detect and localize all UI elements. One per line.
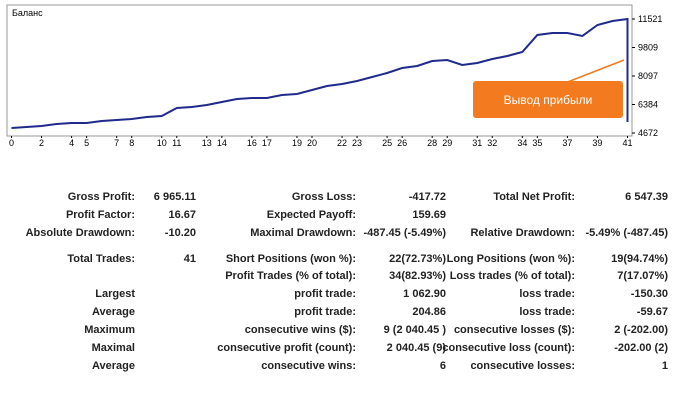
y-tick-label: 9809 xyxy=(638,42,658,52)
stat-label: Short Positions (won %): xyxy=(226,253,356,265)
stat-label: Gross Loss: xyxy=(292,191,356,203)
stat-value: 1 xyxy=(662,360,668,372)
stat-label: Long Positions (won %): xyxy=(447,253,575,265)
stat-value: 159.69 xyxy=(412,209,446,221)
stat-value: 204.86 xyxy=(412,306,446,318)
stat-label: Gross Profit: xyxy=(68,191,135,203)
stat-value: 6 547.39 xyxy=(625,191,668,203)
stat-label: Maximal xyxy=(92,342,135,354)
stat-label: Profit Factor: xyxy=(66,209,135,221)
stat-value: -417.72 xyxy=(409,191,446,203)
stat-value: -10.20 xyxy=(165,227,196,239)
stat-label: consecutive losses ($): xyxy=(454,324,575,336)
x-tick-label: 28 xyxy=(427,138,437,148)
stat-label: consecutive losses: xyxy=(470,360,575,372)
stat-label: Profit Trades (% of total): xyxy=(225,270,356,282)
x-tick-label: 11 xyxy=(172,138,181,148)
x-tick-label: 16 xyxy=(247,138,257,148)
stat-label: Relative Drawdown: xyxy=(470,227,575,239)
x-tick-label: 20 xyxy=(307,138,317,148)
x-tick-label: 23 xyxy=(352,138,362,148)
annotation-arrow xyxy=(559,59,625,86)
stat-label: Average xyxy=(92,360,135,372)
stat-value: -150.30 xyxy=(631,288,668,300)
x-tick-label: 0 xyxy=(9,138,14,148)
x-tick-label: 39 xyxy=(592,138,602,148)
stat-label: Total Trades: xyxy=(67,253,135,265)
x-tick-label: 41 xyxy=(622,138,632,148)
stat-value: 2 (-202.00) xyxy=(614,324,668,336)
y-tick-label: 6384 xyxy=(638,100,658,110)
stat-label: Maximal Drawdown: xyxy=(250,227,356,239)
x-tick-label: 31 xyxy=(472,138,482,148)
stat-value: 16.67 xyxy=(168,209,196,221)
x-tick-label: 22 xyxy=(337,138,347,148)
stat-label: Total Net Profit: xyxy=(493,191,575,203)
x-tick-label: 35 xyxy=(532,138,542,148)
y-tick-label: 8097 xyxy=(638,71,658,81)
balance-line xyxy=(11,17,629,130)
x-tick-label: 25 xyxy=(382,138,392,148)
stat-value: -59.67 xyxy=(637,306,668,318)
stat-label: profit trade: xyxy=(294,288,356,300)
stat-value: -487.45 (-5.49%) xyxy=(363,227,446,239)
x-tick-label: 37 xyxy=(562,138,572,148)
chart-title: Баланс xyxy=(12,8,43,18)
stat-value: -5.49% (-487.45) xyxy=(585,227,668,239)
x-tick-label: 8 xyxy=(129,138,134,148)
stat-value: 2 040.45 (9) xyxy=(387,342,447,354)
x-tick-label: 29 xyxy=(442,138,452,148)
stat-label: Maximum xyxy=(84,324,135,336)
stat-label: consecutive profit (count): xyxy=(217,342,356,354)
stat-label: Loss trades (% of total): xyxy=(450,270,575,282)
y-tick-label: 11521 xyxy=(638,14,662,24)
stat-value: 6 xyxy=(440,360,446,372)
x-tick-label: 7 xyxy=(114,138,119,148)
x-tick-label: 34 xyxy=(517,138,527,148)
stat-label: Expected Payoff: xyxy=(267,209,356,221)
stat-value: 7(17.07%) xyxy=(617,270,668,282)
x-tick-label: 32 xyxy=(487,138,497,148)
y-tick-label: 4672 xyxy=(638,128,658,138)
x-tick-label: 17 xyxy=(262,138,272,148)
stat-value: 34(82.93%) xyxy=(389,270,446,282)
x-tick-label: 2 xyxy=(39,138,44,148)
stat-value: 41 xyxy=(184,253,196,265)
stat-label: Absolute Drawdown: xyxy=(26,227,135,239)
stat-value: 6 965.11 xyxy=(154,191,196,203)
stat-value: 9 (2 040.45 ) xyxy=(384,324,447,336)
stat-value: -202.00 (2) xyxy=(614,342,668,354)
annotation: Вывод прибыли xyxy=(504,93,593,107)
stat-label: consecutive wins ($): xyxy=(245,324,356,336)
stat-value: 1 062.90 xyxy=(403,288,446,300)
x-tick-label: 26 xyxy=(397,138,407,148)
annotation-box xyxy=(473,81,623,118)
stat-label: consecutive wins: xyxy=(261,360,356,372)
x-tick-label: 14 xyxy=(217,138,227,148)
stat-label: loss trade: xyxy=(519,288,575,300)
x-tick-label: 10 xyxy=(157,138,167,148)
stat-value: 19(94.74%) xyxy=(611,253,668,265)
stat-label: profit trade: xyxy=(294,306,356,318)
stat-label: Average xyxy=(92,306,135,318)
stat-value: 22(72.73%) xyxy=(389,253,446,265)
stat-label: Largest xyxy=(95,288,135,300)
stat-label: loss trade: xyxy=(519,306,575,318)
x-tick-label: 4 xyxy=(69,138,74,148)
x-tick-label: 13 xyxy=(202,138,212,148)
x-tick-label: 19 xyxy=(292,138,302,148)
stat-label: consecutive loss (count): xyxy=(442,342,575,354)
x-tick-label: 5 xyxy=(84,138,89,148)
